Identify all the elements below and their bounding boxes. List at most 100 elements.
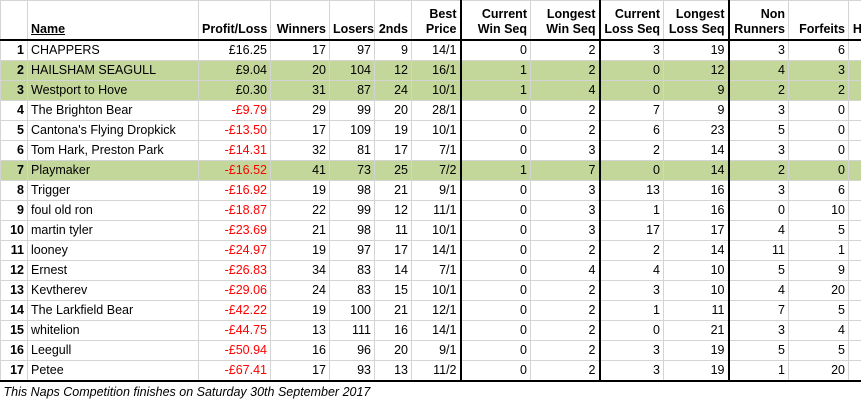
holiday-cell: 0 [848, 260, 861, 281]
longest-win-header-line1: Longest [546, 7, 596, 21]
longest-win-cell: 2 [530, 60, 601, 81]
profit-cell: -£67.41 [198, 360, 271, 382]
seconds-header: 2nds [374, 0, 412, 41]
winners-cell: 32 [270, 140, 330, 161]
profit-cell: -£16.52 [198, 160, 271, 181]
winners-header: Winners [270, 0, 330, 41]
forfeits-cell: 4 [788, 320, 849, 341]
forfeits-cell: 5 [788, 300, 849, 321]
non-runners-cell: 2 [728, 80, 789, 101]
longest-loss-cell: 10 [663, 280, 730, 301]
best-price-cell: 10/1 [411, 280, 462, 301]
table-row: 4 The Brighton Bear -£9.79 29 99 20 28/1 0 2 7 9 3 0… [0, 100, 861, 121]
name-cell: Trigger [27, 180, 199, 201]
name-cell: Cantona's Flying Dropkick [27, 120, 199, 141]
winners-cell: 19 [270, 180, 330, 201]
name-cell: foul old ron [27, 200, 199, 221]
winners-cell: 16 [270, 340, 330, 361]
rank-cell: 2 [0, 60, 28, 81]
losers-cell: 83 [329, 280, 375, 301]
seconds-cell: 17 [374, 240, 412, 261]
longest-loss-cell: 23 [663, 120, 730, 141]
non-runners-cell: 0 [728, 200, 789, 221]
current-loss-cell: 2 [599, 140, 664, 161]
current-win-cell: 0 [460, 340, 531, 361]
longest-win-cell: 3 [530, 220, 601, 241]
best-price-header: Best Price [411, 0, 462, 41]
seconds-cell: 12 [374, 200, 412, 221]
current-loss-cell: 0 [599, 160, 664, 181]
profit-cell: £16.25 [198, 39, 271, 61]
rank-cell: 1 [0, 39, 28, 61]
rank-cell: 6 [0, 140, 28, 161]
current-loss-cell: 0 [599, 320, 664, 341]
seconds-cell: 17 [374, 140, 412, 161]
holiday-cell: 5 [848, 180, 861, 201]
current-loss-cell: 6 [599, 120, 664, 141]
holiday-cell: 3 [848, 220, 861, 241]
rank-cell: 11 [0, 240, 28, 261]
forfeits-cell: 6 [788, 180, 849, 201]
non-runners-cell: 4 [728, 60, 789, 81]
losers-cell: 87 [329, 80, 375, 101]
forfeits-cell: 9 [788, 260, 849, 281]
current-win-header-line1: Current [481, 7, 527, 21]
holiday-cell: 16 [848, 140, 861, 161]
winners-cell: 17 [270, 360, 330, 382]
best-price-cell: 14/1 [411, 240, 462, 261]
current-loss-cell: 0 [599, 80, 664, 101]
losers-cell: 99 [329, 100, 375, 121]
name-cell: CHAPPERS [27, 39, 199, 61]
holiday-cell: 0 [848, 320, 861, 341]
winners-cell: 13 [270, 320, 330, 341]
best-price-cell: 28/1 [411, 100, 462, 121]
longest-win-cell: 2 [530, 360, 601, 382]
losers-cell: 111 [329, 320, 375, 341]
non-runners-cell: 3 [728, 320, 789, 341]
losers-cell: 98 [329, 220, 375, 241]
profit-cell: -£23.69 [198, 220, 271, 241]
longest-win-cell: 2 [530, 100, 601, 121]
current-loss-cell: 3 [599, 340, 664, 361]
rank-cell: 17 [0, 360, 28, 382]
current-win-cell: 0 [460, 260, 531, 281]
longest-loss-cell: 14 [663, 140, 730, 161]
losers-cell: 100 [329, 300, 375, 321]
holiday-cell: 0 [848, 200, 861, 221]
current-loss-header: Current Loss Seq [599, 0, 664, 41]
winners-cell: 17 [270, 120, 330, 141]
longest-win-cell: 2 [530, 120, 601, 141]
holiday-cell: 0 [848, 120, 861, 141]
holiday-cell: 8 [848, 39, 861, 61]
losers-header: Losers [329, 0, 375, 41]
losers-cell: 104 [329, 60, 375, 81]
longest-win-cell: 7 [530, 160, 601, 181]
current-win-cell: 1 [460, 80, 531, 101]
forfeits-cell: 0 [788, 100, 849, 121]
losers-cell: 83 [329, 260, 375, 281]
seconds-cell: 21 [374, 300, 412, 321]
holiday-cell: 9 [848, 80, 861, 101]
winners-cell: 20 [270, 60, 330, 81]
non-runners-cell: 4 [728, 280, 789, 301]
longest-win-cell: 2 [530, 280, 601, 301]
longest-loss-cell: 9 [663, 80, 730, 101]
best-price-cell: 11/2 [411, 360, 462, 382]
current-loss-cell: 1 [599, 200, 664, 221]
longest-loss-cell: 9 [663, 100, 730, 121]
longest-win-cell: 4 [530, 80, 601, 101]
profit-cell: -£50.94 [198, 340, 271, 361]
name-cell: martin tyler [27, 220, 199, 241]
longest-win-cell: 4 [530, 260, 601, 281]
non-runners-cell: 3 [728, 39, 789, 61]
non-runners-cell: 5 [728, 120, 789, 141]
longest-win-cell: 3 [530, 200, 601, 221]
longest-loss-cell: 21 [663, 320, 730, 341]
seconds-cell: 11 [374, 220, 412, 241]
best-price-cell: 16/1 [411, 60, 462, 81]
longest-loss-cell: 12 [663, 60, 730, 81]
non-runners-cell: 11 [728, 240, 789, 261]
